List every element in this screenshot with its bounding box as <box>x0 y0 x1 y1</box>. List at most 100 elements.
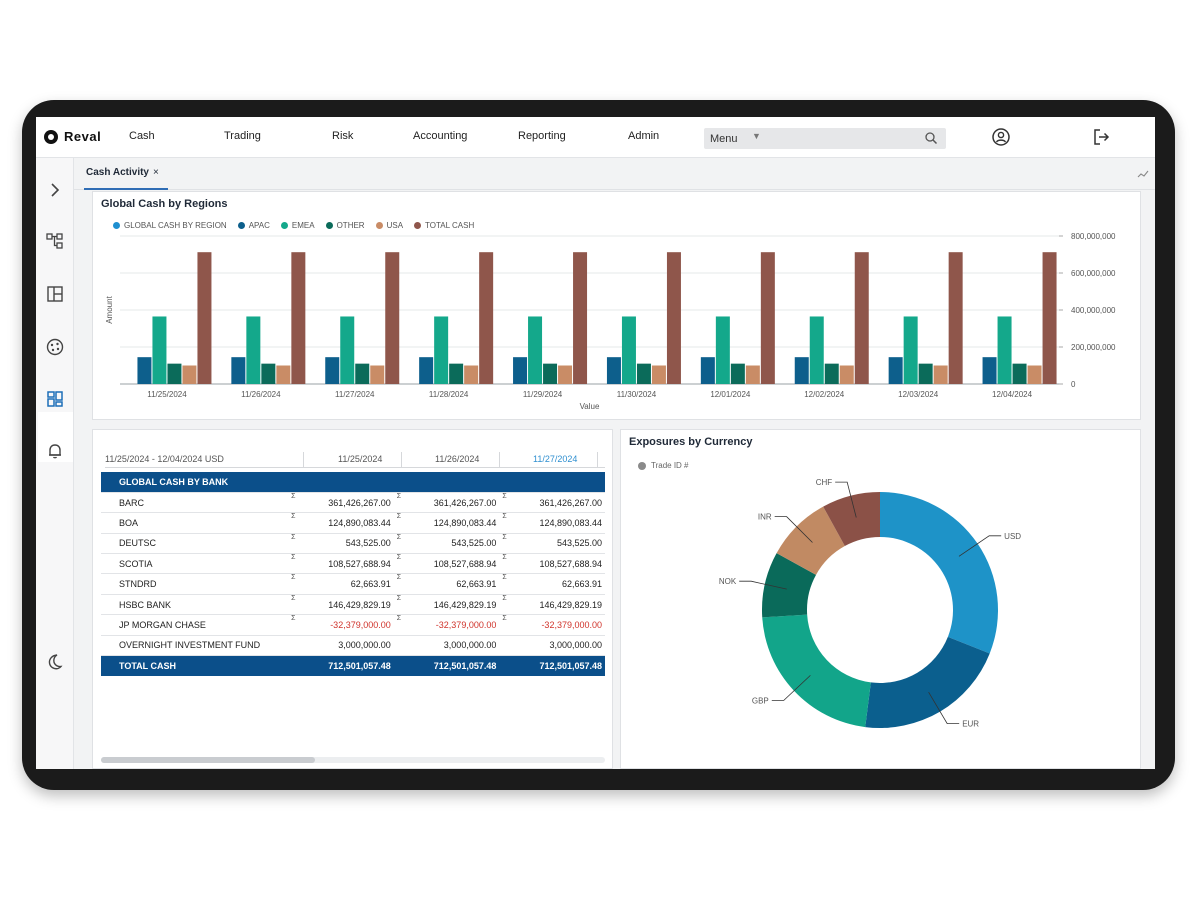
bar <box>464 365 479 384</box>
reval-logo[interactable]: Reval <box>44 129 101 144</box>
table-row[interactable]: OVERNIGHT INVESTMENT FUND 3,000,000.00 3,0… <box>101 635 605 657</box>
cash-by-bank-table: GLOBAL CASH BY BANK BARC Σ 361,426,267.00 Σ 3… <box>101 472 605 676</box>
table-row[interactable]: BARC Σ 361,426,267.00 Σ 361,426,267.00 Σ 361,4… <box>101 492 605 514</box>
tab-label: Cash Activity <box>86 167 149 178</box>
slice-leader-line <box>928 691 960 725</box>
logout-icon[interactable] <box>1091 127 1111 147</box>
palette-icon[interactable] <box>45 337 65 357</box>
dashboard-icon[interactable] <box>45 389 65 409</box>
amount-cell: -32,379,000.00 <box>508 614 605 636</box>
sigma-spacer <box>288 655 297 676</box>
sigma-icon: Σ <box>499 492 508 514</box>
bar <box>1027 365 1042 384</box>
nav-reporting[interactable]: Reporting <box>518 130 566 142</box>
bar <box>918 363 933 384</box>
close-icon[interactable]: × <box>152 167 159 178</box>
sigma-icon: Σ <box>288 594 297 616</box>
active-tab-indicator <box>84 188 168 190</box>
user-profile-icon[interactable] <box>991 127 1011 147</box>
legend-item[interactable]: GLOBAL CASH BY REGION <box>113 221 227 230</box>
layout-icon[interactable] <box>45 284 65 304</box>
bar <box>760 252 775 384</box>
menu-search-input[interactable]: Menu ▼ <box>704 128 946 149</box>
bar <box>700 357 715 384</box>
amount-cell: -32,379,000.00 <box>296 614 394 636</box>
table-row[interactable]: SCOTIA Σ 108,527,688.94 Σ 108,527,688.94 Σ 108… <box>101 553 605 575</box>
sigma-icon: Σ <box>499 553 508 575</box>
dark-mode-moon-icon[interactable] <box>45 652 65 672</box>
chart-legend: GLOBAL CASH BY REGION APAC EMEA OTHER USA TOT… <box>113 221 485 230</box>
date-range-label: 11/25/2024 - 12/04/2024 USD <box>105 454 224 464</box>
bar <box>370 365 385 384</box>
bar <box>340 316 355 384</box>
table-row[interactable]: STNDRD Σ 62,663.91 Σ 62,663.91 Σ 62,663.91 <box>101 573 605 595</box>
legend-dot-icon <box>375 222 383 229</box>
nav-risk[interactable]: Risk <box>332 130 354 142</box>
bar <box>933 365 948 384</box>
bell-icon[interactable] <box>45 441 65 461</box>
y-tick-label: 600,000,000 <box>1071 269 1116 278</box>
x-tick-label: 11/27/2024 <box>335 390 375 399</box>
bar <box>888 357 903 384</box>
sigma-icon: Σ <box>499 533 508 555</box>
exposures-panel: Exposures by Currency Trade ID # USD EUR G… <box>620 429 1141 769</box>
scrollbar-thumb[interactable] <box>101 757 315 763</box>
bar <box>1042 252 1057 384</box>
legend-label: GLOBAL CASH BY REGION <box>124 221 227 230</box>
x-tick-label: 11/26/2024 <box>241 390 281 399</box>
expand-chevron-icon[interactable] <box>45 180 65 200</box>
sigma-icon <box>499 635 508 657</box>
donut-slice <box>880 492 998 654</box>
column-header-3[interactable]: 11/27/2024 <box>533 454 578 464</box>
column-separator <box>303 452 304 468</box>
y-axis-title: Amount <box>105 295 114 323</box>
table-row[interactable]: HSBC BANK Σ 146,429,829.19 Σ 146,429,829.19 Σ… <box>101 594 605 616</box>
table-row[interactable]: DEUTSC Σ 543,525.00 Σ 543,525.00 Σ 543,525.00 <box>101 533 605 555</box>
table-row[interactable]: JP MORGAN CHASE Σ -32,379,000.00 Σ -32,379,0… <box>101 614 605 636</box>
bar <box>715 316 730 384</box>
bar <box>291 252 306 384</box>
x-tick-label: 12/02/2024 <box>804 390 845 399</box>
legend-item[interactable]: EMEA <box>280 221 315 230</box>
amount-cell: 3,000,000.00 <box>296 635 394 657</box>
column-header-1[interactable]: 11/25/2024 <box>338 454 383 464</box>
bar <box>419 357 434 384</box>
sigma-icon: Σ <box>499 594 508 616</box>
bar <box>231 357 246 384</box>
legend-item[interactable]: TOTAL CASH <box>414 221 474 230</box>
search-icon[interactable] <box>924 131 938 148</box>
bank-name: HSBC BANK <box>101 594 289 616</box>
column-header-2[interactable]: 11/26/2024 <box>435 454 480 464</box>
nav-admin[interactable]: Admin <box>628 130 660 142</box>
bar <box>197 252 212 384</box>
legend-item[interactable]: APAC <box>237 221 270 230</box>
horizontal-scrollbar[interactable] <box>101 757 605 763</box>
column-separator <box>499 452 500 468</box>
bank-name: SCOTIA <box>101 553 289 575</box>
legend-item[interactable]: OTHER <box>325 221 365 230</box>
total-row: TOTAL CASH 712,501,057.48 712,501,057.48 71… <box>101 655 605 676</box>
nav-trading[interactable]: Trading <box>224 130 261 142</box>
logo-icon <box>44 129 58 144</box>
amount-cell: 146,429,829.19 <box>402 594 500 616</box>
legend-label: USA <box>386 221 404 230</box>
x-tick-label: 12/04/2024 <box>992 390 1033 399</box>
sigma-icon <box>393 635 403 657</box>
nav-accounting[interactable]: Accounting <box>413 130 468 142</box>
bar <box>261 363 276 384</box>
bar <box>528 316 543 384</box>
trend-line-icon[interactable] <box>1137 166 1149 184</box>
bar <box>730 363 745 384</box>
x-tick-label: 11/29/2024 <box>523 390 563 399</box>
x-axis-title: Value <box>580 402 600 411</box>
chevron-down-icon[interactable]: ▼ <box>752 131 761 141</box>
legend-label: OTHER <box>336 221 365 230</box>
tab-cash-activity[interactable]: Cash Activity × <box>86 167 159 178</box>
legend-item[interactable]: USA <box>375 221 404 230</box>
sigma-icon: Σ <box>393 594 403 616</box>
workflow-icon[interactable] <box>45 231 65 251</box>
nav-cash[interactable]: Cash <box>129 130 155 142</box>
amount-cell: 3,000,000.00 <box>508 635 605 657</box>
amount-cell: 361,426,267.00 <box>402 492 500 514</box>
table-row[interactable]: BOA Σ 124,890,083.44 Σ 124,890,083.44 Σ 124,89… <box>101 512 605 534</box>
